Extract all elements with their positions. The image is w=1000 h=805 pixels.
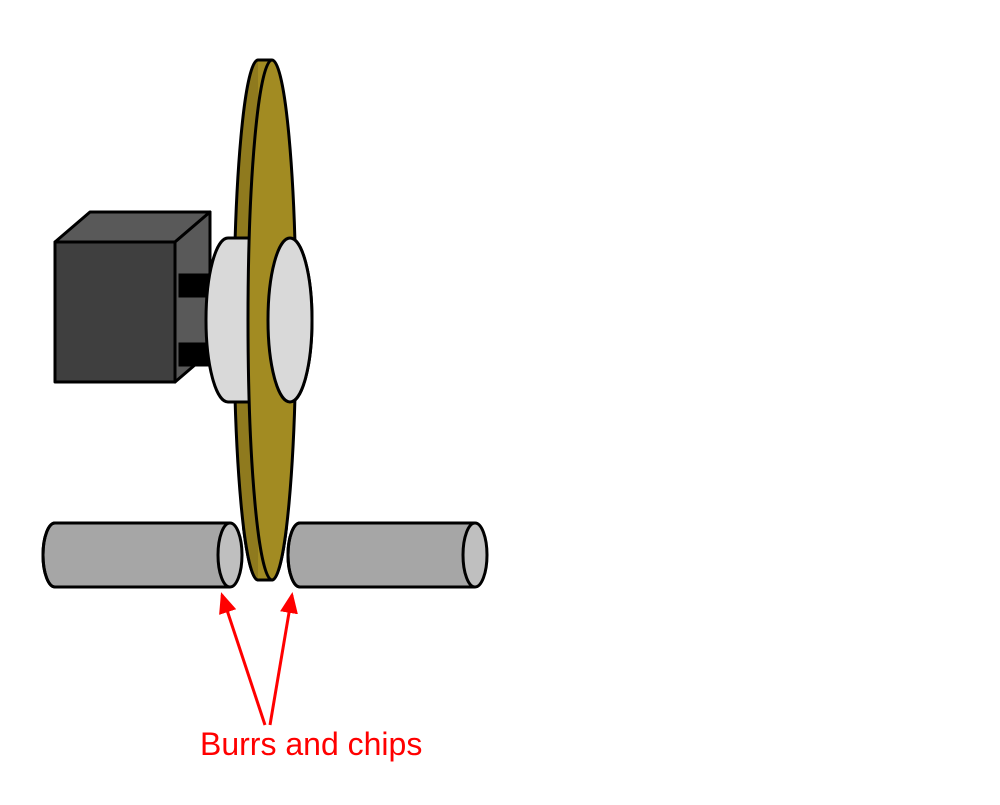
- callout-arrow-1: [222, 595, 265, 725]
- workpiece-right-endface: [463, 523, 487, 587]
- motor-front: [55, 242, 175, 382]
- caption-text: Burrs and chips: [200, 726, 422, 762]
- cutting-diagram: Burrs and chips: [0, 0, 1000, 805]
- workpiece-left-body: [55, 523, 230, 587]
- flange-front-overlay: [268, 238, 312, 402]
- callout-arrow-2: [270, 595, 292, 725]
- workpiece-left-cutface: [218, 523, 242, 587]
- workpiece-right-body: [300, 523, 475, 587]
